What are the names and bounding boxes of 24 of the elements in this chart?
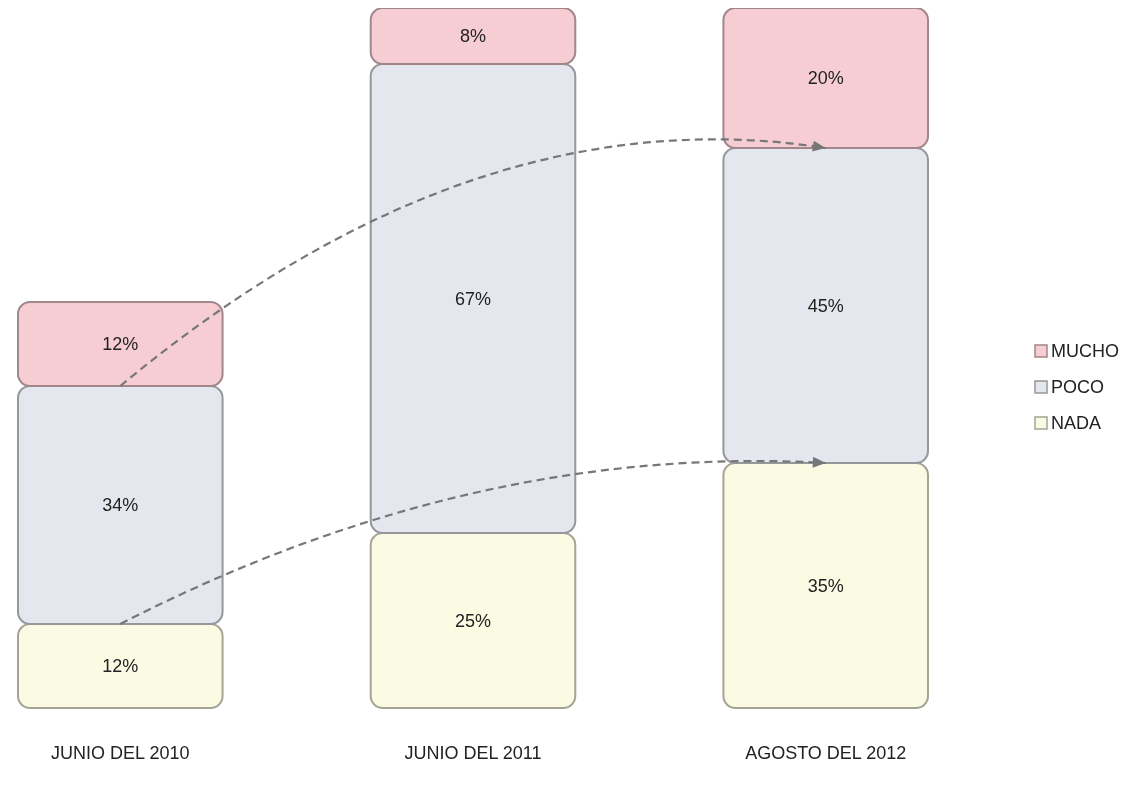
data-label: 45% [807,295,844,316]
data-label: 20% [807,68,844,89]
data-label: 8% [459,26,487,47]
bar [17,385,224,625]
bar [722,462,929,709]
data-label: 67% [454,288,492,309]
bar [722,147,929,464]
x-tick-label: JUNIO DEL 2010 [51,743,190,763]
legend-label: MUCHO [1051,341,1119,362]
legend-label: NADA [1051,413,1102,434]
data-label: 34% [102,495,139,516]
bar [17,301,224,387]
bar [369,8,577,65]
bar [369,532,577,709]
bar [369,63,577,534]
bar [17,623,224,709]
bar [722,8,929,149]
legend-label: POCO [1051,377,1105,398]
data-label: 35% [807,575,844,596]
x-tick-label: JUNIO DEL 2011 [404,743,542,763]
data-label: 12% [102,334,139,355]
data-label: 12% [102,656,139,677]
data-label: 25% [454,610,492,631]
x-tick-label: AGOSTO DEL 2012 [745,743,907,763]
